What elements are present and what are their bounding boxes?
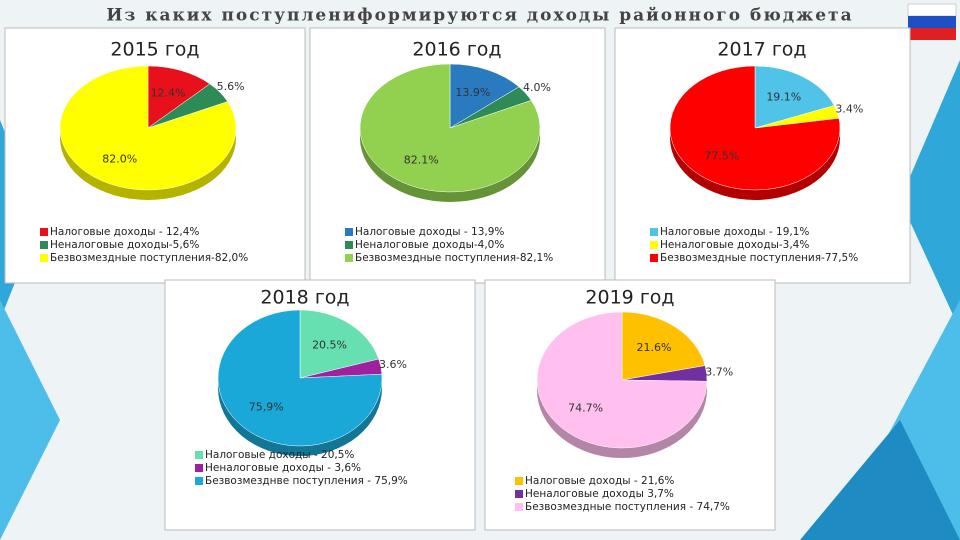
data-label: 4.0% [523, 81, 551, 94]
legend-swatch [40, 241, 48, 249]
pie-slice [217, 309, 383, 447]
pie-slice [449, 63, 520, 129]
legend-entry: Неналоговые доходы-4,0% [355, 239, 504, 251]
flag [907, 3, 957, 40]
legend-swatch [195, 451, 203, 459]
legend-swatch [40, 228, 48, 236]
legend-entry: Неналоговые доходы 3,7% [525, 488, 674, 500]
data-label: 3.7% [705, 365, 733, 378]
legend-entry: Безвозмездные поступления-82,1% [355, 252, 553, 264]
decoration [880, 300, 960, 540]
pie-slice [754, 65, 835, 129]
legend-entry: Безвозмездные поступления - 74,7% [525, 501, 730, 513]
decoration [900, 60, 960, 330]
pie-slice [669, 65, 841, 191]
chart-title: 2018 год [260, 287, 349, 309]
legend-entry: Безвозмездные поступления-77,5% [660, 252, 858, 264]
decoration [0, 300, 60, 540]
legend-entry: Безвозмезднве поступления - 75,9% [205, 475, 408, 487]
legend-entry: Безвозмездные поступления-82,0% [50, 252, 248, 264]
chart-title: 2019 год [585, 287, 674, 309]
chart-title: 2017 год [717, 39, 806, 61]
legend-entry: Налоговые доходы - 19,1% [660, 226, 809, 238]
legend-entry: Неналоговые доходы-5,6% [50, 239, 199, 251]
data-label: 21.6% [637, 341, 672, 354]
legend-entry: Налоговые доходы - 20,5% [205, 449, 354, 461]
legend-swatch [650, 241, 658, 249]
data-label: 77.5% [704, 149, 739, 162]
legend-swatch [515, 477, 523, 485]
chart-title: 2016 год [412, 39, 501, 61]
data-label: 82.1% [404, 153, 439, 166]
legend-swatch [195, 464, 203, 472]
legend-entry: Налоговые доходы - 13,9% [355, 226, 504, 238]
pie-slice [621, 311, 706, 381]
decoration [800, 420, 960, 540]
legend-swatch [515, 490, 523, 498]
data-label: 13.9% [455, 86, 490, 99]
pie-slice [299, 309, 380, 379]
data-label: 82.0% [102, 152, 137, 165]
legend-swatch [650, 254, 658, 262]
legend-swatch [515, 503, 523, 511]
legend-entry: Неналоговые доходы-3,4% [660, 239, 809, 251]
pie-slice [536, 311, 708, 449]
data-label: 75,9% [249, 401, 284, 414]
legend-swatch [345, 254, 353, 262]
pie-slice [59, 65, 237, 191]
legend-entry: Налоговые доходы - 21,6% [525, 475, 674, 487]
data-label: 12.4% [151, 87, 186, 100]
legend-swatch [195, 477, 203, 485]
data-label: 19.1% [766, 90, 801, 103]
data-label: 3.6% [379, 358, 407, 371]
legend-swatch [650, 228, 658, 236]
chart-title: 2015 год [110, 39, 199, 61]
data-label: 74.7% [568, 402, 603, 415]
data-label: 20.5% [312, 338, 347, 351]
legend-swatch [40, 254, 48, 262]
pie-slice [359, 63, 541, 193]
legend-entry: Налоговые доходы - 12,4% [50, 226, 199, 238]
legend-entry: Неналоговые доходы - 3,6% [205, 462, 361, 474]
data-label: 5.6% [217, 80, 245, 93]
slide-title: Из каких поступлениформируются доходы ра… [106, 6, 853, 26]
legend-swatch [345, 241, 353, 249]
pie-slice [147, 65, 211, 129]
legend-swatch [345, 228, 353, 236]
data-label: 3.4% [835, 102, 863, 115]
